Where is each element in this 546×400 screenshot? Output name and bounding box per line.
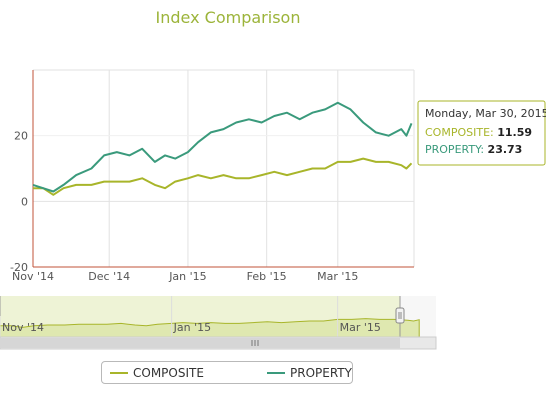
series-layer [32, 101, 413, 196]
series-line-composite [33, 157, 413, 196]
x-tick-label: Feb '15 [247, 270, 287, 283]
tooltip-date: Monday, Mar 30, 2015 [425, 107, 546, 120]
series-line-property [32, 101, 413, 193]
legend-label-composite: COMPOSITE [133, 365, 204, 380]
navigator-label: Nov '14 [2, 321, 44, 334]
y-tick-label: 0 [21, 195, 28, 208]
navigator-handle-icon [395, 307, 405, 324]
x-tick-label: Dec '14 [88, 270, 130, 283]
navigator-label: Jan '15 [173, 321, 211, 334]
x-tick-label: Nov '14 [12, 270, 54, 283]
y-tick-label: -20 [10, 261, 28, 274]
chart-area: Nov '14 Dec '14 Jan '15 Feb '15 Mar '15 -20 0 2… [0, 69, 546, 350]
x-tick-label: Jan '15 [168, 270, 206, 283]
legend-item-property[interactable]: PROPERTY [267, 362, 352, 383]
y-tick-label: 20 [14, 130, 28, 143]
tooltip-box [417, 100, 546, 166]
legend: COMPOSITE PROPERTY [101, 361, 353, 384]
tooltip-row: COMPOSITE: 11.59 [425, 126, 532, 139]
tooltip: Monday, Mar 30, 2015 COMPOSITE: 11.59 PROP… [417, 100, 546, 166]
property-swatch-icon [267, 371, 285, 374]
composite-swatch-icon [110, 371, 128, 374]
chart-title: Index Comparison [155, 8, 301, 27]
navigator[interactable]: Nov '14 Jan '15 Mar '15 [0, 296, 437, 350]
legend-label-property: PROPERTY [290, 365, 352, 380]
legend-item-composite[interactable]: COMPOSITE [110, 362, 204, 383]
navigator-label: Mar '15 [340, 321, 381, 334]
scrollbar-thumb [0, 338, 400, 348]
navigator-series-area [0, 318, 420, 338]
tooltip-row: PROPERTY: 23.73 [425, 143, 522, 156]
axis-layer: Nov '14 Dec '14 Jan '15 Feb '15 Mar '15 -20 0 2… [10, 70, 414, 283]
x-tick-label: Mar '15 [317, 270, 358, 283]
